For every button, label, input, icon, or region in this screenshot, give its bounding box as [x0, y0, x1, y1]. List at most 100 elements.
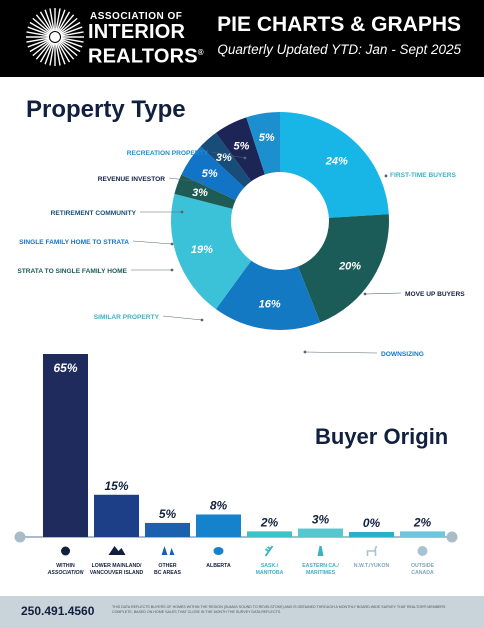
logo-ray — [44, 42, 54, 65]
bar-category-label: OUTSIDE — [411, 563, 435, 569]
logo-center — [50, 32, 60, 42]
bar-category-label: CANADA — [411, 570, 434, 576]
logo-text-realtors: REALTORS® — [88, 45, 204, 68]
logo-ray — [58, 14, 75, 33]
logo-ray — [44, 9, 54, 32]
logo-ray — [58, 41, 75, 60]
trees-icon — [161, 546, 175, 555]
callout-dot — [384, 174, 388, 178]
pie-slice — [181, 146, 245, 201]
bar-category-label: MARITIMES — [306, 570, 336, 576]
callout-dot — [170, 268, 174, 272]
slice-category-label: DOWNSIZING — [381, 351, 424, 358]
axis-end-cap-left — [14, 531, 26, 543]
slice-category-label: RETIREMENT COMMUNITY — [51, 210, 137, 217]
bar — [196, 514, 241, 537]
logo-ray — [35, 14, 52, 33]
footer-bar: 250.491.4560 This data reflects buyers o… — [0, 596, 484, 628]
logo-ray — [59, 17, 78, 34]
bar-category-label: N.W.T./YUKON — [354, 563, 390, 569]
bar-category-label: WITHIN — [56, 563, 75, 569]
slice-percent-label: 16% — [259, 298, 281, 310]
slice-percent-label: 5% — [233, 140, 249, 152]
logo-ray — [55, 42, 61, 66]
bar-value-label: 5% — [159, 507, 177, 521]
bar-value-label: 8% — [210, 498, 228, 512]
callout-dot — [170, 242, 174, 246]
logo-ray — [59, 40, 78, 57]
logo-ray — [27, 26, 50, 36]
pie-slice — [174, 174, 236, 209]
slice-category-label: SINGLE FAMILY HOME TO STRATA — [19, 239, 129, 246]
phone-number: 250.491.4560 — [21, 604, 95, 618]
logo-ray — [32, 17, 51, 34]
logo-ray — [60, 31, 84, 37]
page-subtitle: Quarterly Updated YTD: Jan - Sept 2025 — [217, 42, 461, 57]
caribou-icon — [366, 545, 378, 556]
pie-slice — [246, 112, 280, 175]
axis-end-cap-right — [446, 531, 458, 543]
bar-category-label: EASTERN CA./ — [302, 563, 339, 569]
slice-category-label: SIMILAR PROPERTY — [94, 314, 160, 321]
logo-ray — [39, 11, 53, 33]
bar-category-label: SASK./ — [261, 563, 279, 569]
pie-slice — [215, 260, 321, 330]
callout-line — [168, 177, 204, 183]
slice-percent-label: 19% — [191, 244, 213, 256]
bar-value-label: 0% — [363, 516, 381, 530]
mountain-icon — [108, 546, 126, 555]
globe-icon — [417, 546, 428, 556]
pie-slice — [215, 117, 265, 182]
lighthouse-icon — [317, 546, 324, 556]
logo-text-interior: INTERIOR — [88, 21, 186, 43]
header-banner: ASSOCIATION OF INTERIOR REALTORS® PIE CH… — [0, 0, 484, 77]
bar-category-label: VANCOUVER ISLAND — [90, 570, 144, 576]
logo-ray — [29, 21, 51, 35]
bar-value-label: 65% — [53, 361, 77, 375]
pie-slice — [280, 112, 389, 218]
bar-value-label: 15% — [104, 479, 128, 493]
bar-category-label: LOWER MAINLAND/ — [92, 563, 142, 569]
logo-ray — [60, 26, 83, 36]
bar — [145, 522, 190, 537]
disclaimer-text: This data reflects buyers of homes withi… — [112, 605, 446, 614]
wheat-icon — [264, 545, 274, 557]
bar-value-label: 3% — [312, 513, 330, 527]
charts-canvas: 24% FIRST-TIME BUYERS 20% MOVE UP BUYERS 16%… — [14, 112, 465, 576]
logo-ray — [56, 9, 66, 32]
bar — [94, 494, 139, 537]
logo-ray — [49, 42, 55, 66]
page-title: PIE CHARTS & GRAPHS — [217, 13, 461, 36]
pie-slice — [171, 193, 252, 310]
bar — [349, 532, 394, 537]
slice-percent-label: 5% — [259, 132, 275, 144]
slice-category-label: REVENUE INVESTOR — [98, 176, 166, 183]
bar-value-label: 2% — [413, 515, 432, 529]
callout-dot — [243, 156, 247, 160]
slice-category-label: FIRST-TIME BUYERS — [390, 172, 457, 179]
callout-line — [132, 240, 173, 245]
bar — [247, 531, 292, 537]
callout-line — [304, 351, 378, 354]
logo-ray — [32, 40, 51, 57]
logo-ray — [26, 37, 50, 43]
slice-percent-label: 20% — [338, 260, 361, 272]
callout-line — [162, 315, 203, 321]
property-type-title: Property Type — [26, 96, 186, 123]
callout-line — [211, 151, 246, 159]
bar-value-label: 2% — [260, 515, 279, 529]
logo-ray — [60, 37, 84, 43]
bar-category-label: BC AREAS — [154, 570, 181, 576]
callout-dot — [180, 210, 184, 214]
logo-ray — [26, 31, 50, 37]
bar — [43, 354, 88, 537]
callout-dot — [201, 180, 205, 184]
logo-ray — [57, 11, 71, 33]
bar-category-label: ALBERTA — [206, 563, 231, 569]
bar-category-label: OTHER — [158, 563, 176, 569]
slice-category-label: STRATA TO SINGLE FAMILY HOME — [17, 268, 127, 275]
logo-ray — [27, 38, 50, 48]
logo-ray — [59, 21, 81, 35]
bar-category-label: MANITOBA — [256, 570, 284, 576]
